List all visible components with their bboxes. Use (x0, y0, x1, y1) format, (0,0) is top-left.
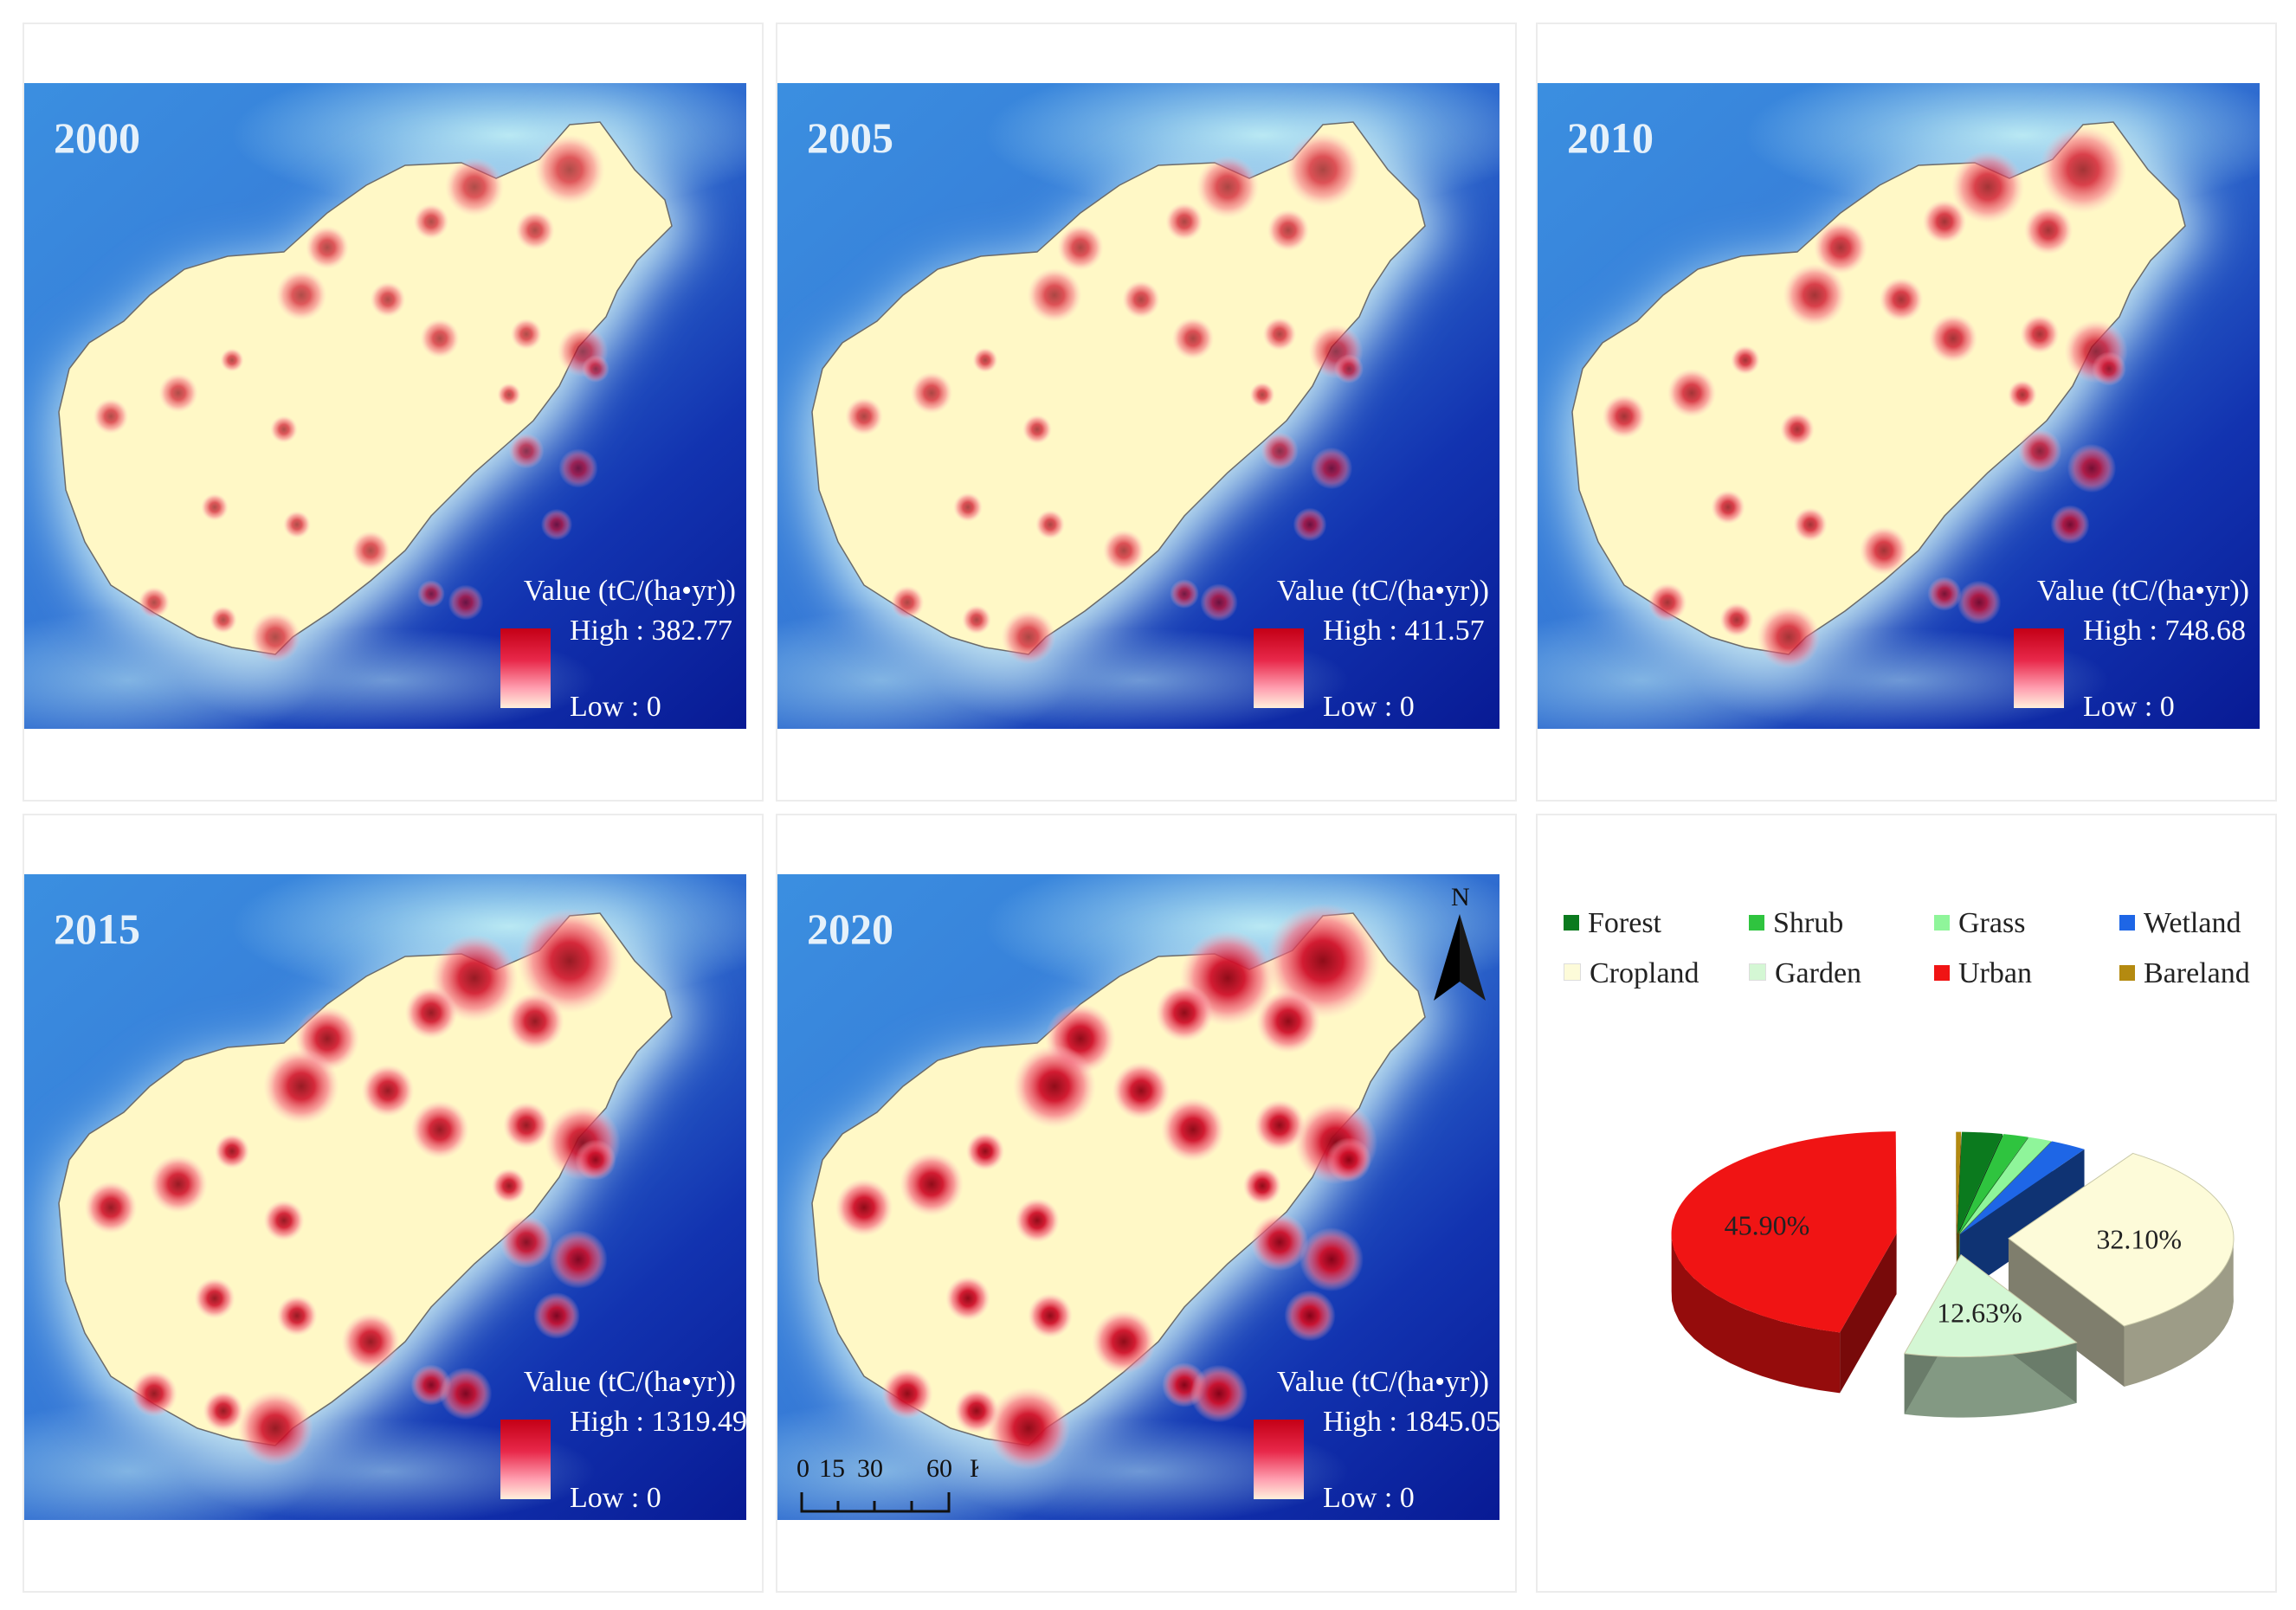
pie-slice-wetland (1959, 1141, 2085, 1235)
map-2005: 2005 Value (tC/(ha•yr)) High : 411.57 Lo… (777, 83, 1499, 729)
legend-item-shrub: Shrub (1749, 907, 1843, 940)
pie-slice-bareland (1956, 1131, 1962, 1234)
map-year-label: 2015 (54, 905, 140, 953)
pie-slice-edge (1956, 1131, 1957, 1295)
color-ramp (2014, 628, 2064, 708)
scale-bar: 0 15 30 60 Km (797, 1454, 978, 1513)
pie-slice-shrub (1958, 1134, 2028, 1234)
pie-slice-forest (1957, 1131, 2003, 1234)
legend-item-grass: Grass (1934, 907, 2025, 940)
legend-item-bareland: Bareland (2119, 957, 2250, 990)
legend-swatch (1564, 915, 1579, 931)
value-low-label: Low : 0 (1323, 691, 1415, 723)
pie-slice-grass (1958, 1137, 2052, 1234)
legend-swatch (2119, 915, 2135, 931)
island-map-graphic (1538, 83, 2260, 729)
legend-item-wetland: Wetland (2119, 907, 2241, 940)
pie-data-label: 32.10% (2096, 1223, 2182, 1254)
map-year-label: 2010 (1567, 113, 1654, 162)
legend-swatch (1749, 963, 1766, 981)
north-arrow-icon: N (1434, 883, 1486, 1001)
map-2010: 2010 Value (tC/(ha•yr)) High : 748.68 Lo… (1538, 83, 2260, 729)
pie-slice-edge (2008, 1238, 2125, 1388)
value-legend-title: Value (tC/(ha•yr)) (2036, 575, 2249, 607)
value-low-label: Low : 0 (570, 1482, 661, 1514)
color-ramp (1254, 628, 1304, 708)
pie-slice-edge (1840, 1233, 1897, 1394)
map-year-label: 2005 (807, 113, 893, 162)
pie-slice-garden (1903, 1253, 2078, 1358)
pie-slice-cropland (2008, 1152, 2235, 1327)
value-legend-title: Value (tC/(ha•yr)) (523, 575, 736, 607)
legend-item-forest: Forest (1564, 907, 1661, 940)
value-legend-title: Value (tC/(ha•yr)) (1276, 1366, 1489, 1398)
island-map-graphic (777, 83, 1499, 729)
legend-item-cropland: Cropland (1564, 957, 1699, 990)
pie-data-label: 12.63% (1937, 1297, 2022, 1328)
value-high-label: High : 748.68 (2083, 615, 2246, 647)
map-2015: 2015 Value (tC/(ha•yr)) High : 1319.49 L… (24, 874, 746, 1520)
north-label: N (1451, 883, 1470, 911)
pie-data-label: 45.90% (1725, 1210, 1810, 1241)
value-low-label: Low : 0 (570, 691, 661, 723)
map-year-label: 2020 (807, 905, 893, 953)
value-low-label: Low : 0 (1323, 1482, 1415, 1514)
pie-slice-edge (1959, 1149, 2085, 1296)
landuse-pie-chart: 32.10% 12.63% 45.90% (1671, 1131, 2235, 1418)
color-ramp (500, 628, 551, 708)
legend-swatch (1934, 915, 1950, 931)
island-map-graphic (777, 874, 1499, 1520)
legend-swatch (1564, 963, 1581, 981)
legend-swatch (2119, 965, 2135, 981)
value-high-label: High : 1845.05 (1323, 1406, 1499, 1438)
scale-label: 15 (819, 1454, 845, 1483)
scale-label: 0 (797, 1454, 809, 1483)
value-high-label: High : 1319.49 (570, 1406, 746, 1438)
island-map-graphic (24, 83, 746, 729)
legend-swatch (1749, 915, 1764, 931)
island-map-graphic (24, 874, 746, 1520)
value-low-label: Low : 0 (2083, 691, 2175, 723)
scale-label: 30 (857, 1454, 883, 1483)
value-legend-title: Value (tC/(ha•yr)) (1276, 575, 1489, 607)
landuse-legend: Forest Shrub Grass Wetland Cropland Gard… (1564, 907, 2273, 1020)
value-legend-title: Value (tC/(ha•yr)) (523, 1366, 736, 1398)
pie-slice-side (1671, 1230, 1841, 1394)
pie-slice-urban (1671, 1131, 1897, 1333)
scale-label: 60 (926, 1454, 952, 1483)
value-high-label: High : 382.77 (570, 615, 732, 647)
map-year-label: 2000 (54, 113, 140, 162)
scale-unit: Km (970, 1454, 978, 1483)
map-2020: 2020 Value (tC/(ha•yr)) High : 1845.05 L… (777, 874, 1499, 1520)
pie-slice-side (2124, 1233, 2234, 1388)
legend-item-garden: Garden (1749, 957, 1861, 990)
color-ramp (500, 1420, 551, 1499)
value-high-label: High : 411.57 (1323, 615, 1485, 647)
map-2000: 2000 Value (tC/(ha•yr)) High : 382.77 Lo… (24, 83, 746, 729)
legend-item-urban: Urban (1934, 957, 2032, 990)
legend-swatch (1934, 965, 1950, 981)
color-ramp (1254, 1420, 1304, 1499)
